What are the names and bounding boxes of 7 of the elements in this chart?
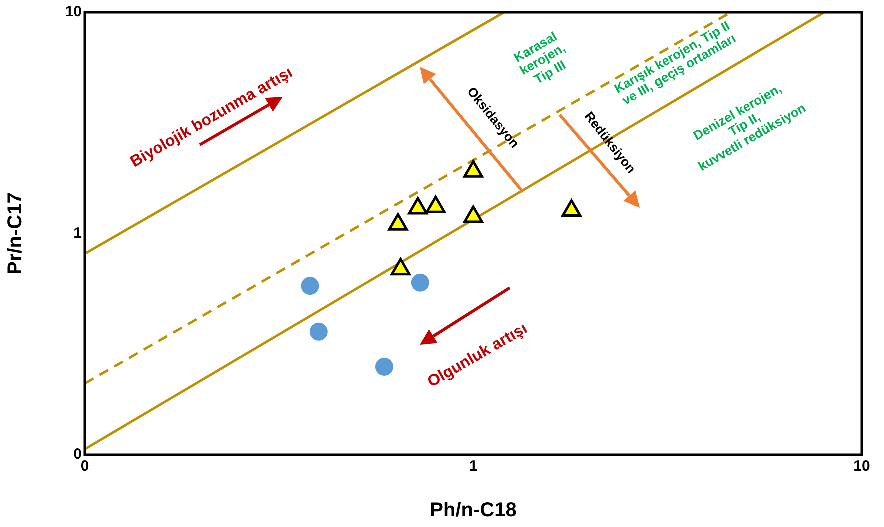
y-tick-label: 10 <box>65 4 82 21</box>
x-axis-title: Ph/n-C18 <box>430 500 517 522</box>
y-tick-label: 0 <box>74 446 82 464</box>
x-tick-label: 1 <box>469 458 478 476</box>
y-tick-label: 1 <box>74 224 82 242</box>
x-tick-label: 10 <box>854 458 870 476</box>
y-axis-title: Pr/n-C17 <box>4 192 27 275</box>
